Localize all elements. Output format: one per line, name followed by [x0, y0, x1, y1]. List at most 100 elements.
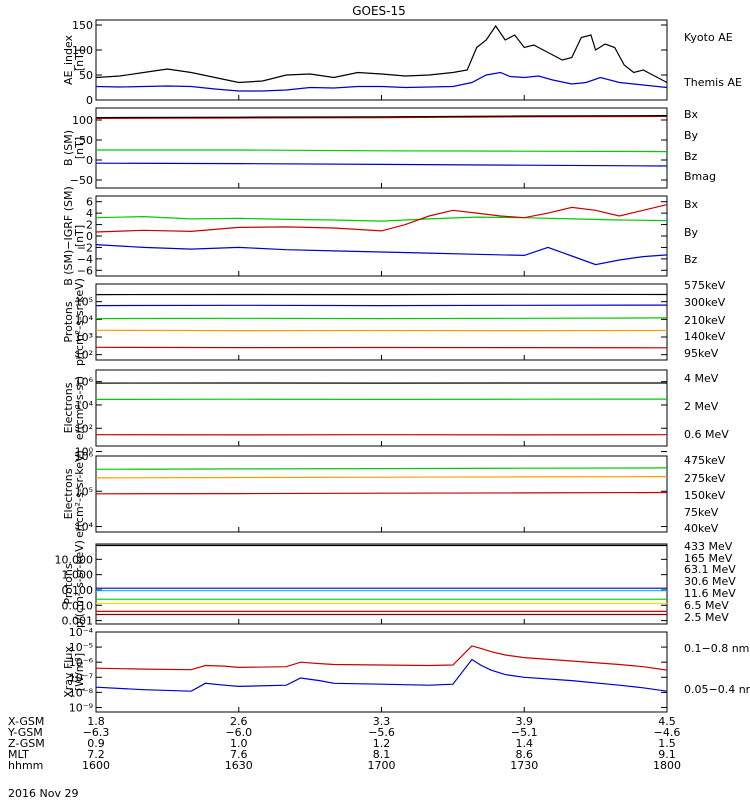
y-tick-label: 10⁵	[75, 296, 93, 309]
series-140keV	[95, 304, 668, 307]
series-210keV	[95, 317, 668, 320]
y-tick-label: −6	[77, 264, 93, 277]
orbit-value: 9.1	[658, 748, 676, 761]
y-tick-label: 0	[86, 94, 93, 107]
y-tick-label: 10²	[75, 349, 93, 362]
panel-frame	[95, 107, 668, 189]
orbit-value: 1.8	[87, 715, 105, 728]
orbit-value: 8.1	[372, 748, 391, 761]
y-axis-label: Protonsp/(cm²-s-sr-keV)	[62, 278, 86, 366]
y-tick-label: 150	[72, 19, 93, 32]
y-axis-label-line: AE_index	[62, 34, 75, 85]
legend-2-MeV: 2 MeV	[684, 400, 719, 413]
legend-300keV: 300keV	[684, 296, 726, 309]
y-tick-label: 10⁴	[75, 399, 94, 412]
legend-0.6-MeV: 0.6 MeV	[684, 428, 729, 441]
legend-75keV: 75keV	[684, 506, 719, 519]
orbit-value: 2.6	[230, 715, 248, 728]
legend-40keV: 40keV	[684, 522, 719, 535]
y-tick-label: 10⁻⁸	[69, 686, 94, 699]
series-0.05−0.4-nm	[95, 658, 668, 692]
series-150keV	[95, 467, 668, 470]
y-tick-label: 10⁰	[75, 446, 94, 459]
legend-Kyoto-AE: Kyoto AE	[684, 31, 733, 44]
legend-0.05−0.4-nm: 0.05−0.4 nm	[684, 683, 750, 696]
y-axis-label-line: [nT]	[73, 49, 86, 71]
series-Bx	[95, 162, 668, 167]
y-tick-label: 2	[86, 219, 93, 232]
y-axis-label-line: [nT]	[73, 137, 86, 159]
orbit-value: 1.0	[230, 737, 248, 750]
y-tick-label: 4	[86, 207, 93, 220]
y-tick-label: 100	[72, 114, 93, 127]
y-tick-label: 10⁻⁹	[69, 701, 93, 714]
orbit-value: 1630	[224, 759, 253, 772]
y-axis-label: Protonsp/(cm²-s-sr-keV)	[62, 540, 86, 628]
legend-Themis-AE: Themis AE	[683, 76, 742, 89]
y-tick-label: 10³	[75, 331, 93, 344]
y-axis-label-line: p/(cm²-s-sr-keV)	[73, 278, 86, 366]
y-tick-label: 10⁻⁵	[69, 641, 93, 654]
series-By	[95, 215, 668, 222]
orbit-value: −5.6	[368, 726, 395, 739]
orbit-value: 3.3	[372, 715, 391, 728]
legend-By: By	[684, 226, 699, 239]
y-axis-label-line: p/(cm²-s-sr-keV)	[73, 540, 86, 628]
panel-frame	[95, 631, 668, 713]
legend-210keV: 210keV	[684, 314, 726, 327]
orbit-row-label: hhmm	[8, 759, 44, 772]
legend-Bmag: Bmag	[684, 170, 716, 183]
y-tick-label: 10⁶	[75, 376, 94, 389]
panel-xray: 10⁻⁴ 10⁻⁵ 10⁻⁶ 10⁻⁷ 10⁻⁸ 10⁻⁹ Xray Flux[W/m²] 0…	[62, 626, 750, 714]
y-tick-label: 50	[79, 134, 93, 147]
legend-2.5-MeV: 2.5 MeV	[684, 611, 729, 624]
orbit-value: −6.3	[82, 726, 110, 739]
orbit-value: −5.1	[510, 726, 538, 739]
orbit-value: 7.2	[87, 748, 105, 761]
legend-30.6-MeV: 30.6 MeV	[684, 575, 736, 588]
series-Bz	[95, 204, 668, 233]
series-Bz	[95, 115, 668, 119]
y-axis-label: B (SM)−IGRF (SM)[nT]	[62, 186, 86, 286]
orbit-value: −4.6	[653, 726, 681, 739]
y-tick-label: 0	[86, 230, 93, 243]
series-575keV	[95, 346, 668, 349]
y-tick-label: 1.000	[62, 569, 94, 582]
legend-0.1−0.8-nm: 0.1−0.8 nm	[684, 642, 749, 655]
legend-Bx: Bx	[684, 108, 699, 121]
legend-95keV: 95keV	[684, 347, 719, 360]
legend-140keV: 140keV	[684, 330, 726, 343]
series-475keV	[95, 491, 668, 495]
y-tick-label: 50	[79, 69, 93, 82]
orbit-value: 3.9	[515, 715, 534, 728]
panel-frame	[95, 19, 668, 101]
legend-11.6-MeV: 11.6 MeV	[684, 587, 736, 600]
panel-frame	[95, 283, 668, 361]
y-axis-label-line: [W/m²]	[73, 653, 86, 691]
orbit-row-label: MLT	[8, 748, 29, 761]
orbit-value: 1730	[510, 759, 539, 772]
y-tick-label: 10⁴	[75, 521, 94, 534]
y-tick-label: 0.010	[62, 599, 94, 612]
y-tick-label: 10⁴	[75, 313, 94, 326]
orbit-value: 4.5	[658, 715, 676, 728]
y-axis-label-line: B (SM)	[62, 130, 75, 166]
y-axis-label: Electronse/(cm²-s-sr-keV)	[62, 450, 86, 538]
orbit-row-label: X-GSM	[8, 715, 45, 728]
y-tick-label: 10⁵	[75, 485, 93, 498]
orbit-value: 1600	[82, 759, 110, 772]
y-tick-label: −4	[77, 253, 93, 266]
y-axis-label-line: Electrons	[62, 468, 75, 519]
legend-575keV: 575keV	[684, 279, 726, 292]
y-tick-label: −2	[77, 241, 93, 254]
legend-By: By	[684, 129, 699, 142]
orbit-value: 1.4	[515, 737, 534, 750]
legend-165-MeV: 165 MeV	[684, 552, 733, 565]
y-axis-label-line: B (SM)−IGRF (SM)	[62, 186, 75, 286]
orbit-value: −6.0	[225, 726, 253, 739]
series-0.1−0.8-nm	[95, 645, 668, 671]
